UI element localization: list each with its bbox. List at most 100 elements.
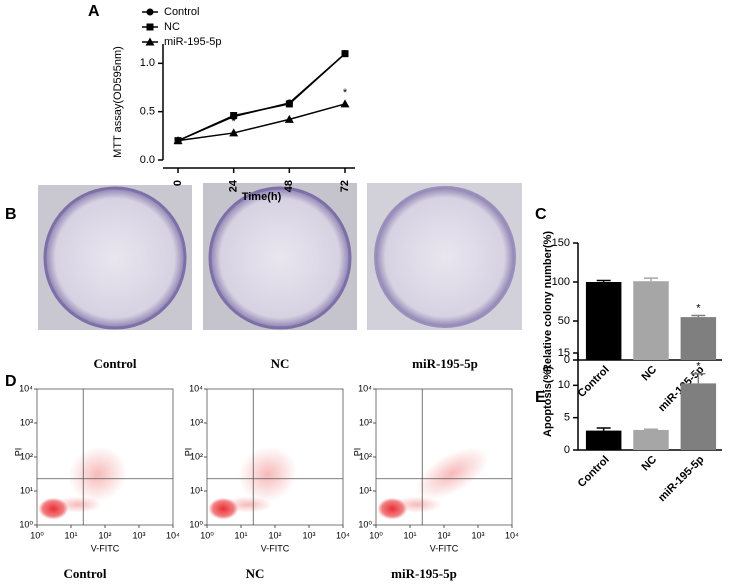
- x-tick-label: 10²: [437, 530, 450, 540]
- x-tick-label: 10⁰: [369, 530, 383, 540]
- x-tick-label: miR-195-5p: [656, 453, 707, 504]
- x-tick-label: 10³: [471, 530, 484, 540]
- panel-letter: A: [88, 3, 100, 20]
- legend-marker: [146, 23, 154, 31]
- legend-marker: [145, 37, 155, 46]
- photo: [203, 183, 357, 330]
- y-tick-label: 10¹: [359, 485, 372, 495]
- error-bar: [596, 279, 611, 282]
- y-tick-label: 10: [558, 379, 570, 391]
- photo-label: NC: [271, 356, 290, 371]
- y-tick-label: 1.0: [140, 57, 155, 69]
- x-axis-label: V-FITC: [261, 543, 290, 553]
- panel-letter: E: [535, 389, 546, 406]
- x-tick-label: 72: [339, 180, 351, 192]
- error-bar: [644, 277, 658, 282]
- legend-label: miR-195-5p: [164, 36, 221, 48]
- panel-letter: B: [5, 206, 17, 223]
- photo: [367, 183, 522, 330]
- x-tick-label: 10⁴: [505, 530, 519, 540]
- marker: [340, 99, 350, 108]
- y-tick-label: 0.0: [140, 154, 155, 166]
- error-bar: [691, 372, 706, 384]
- panel-letter: D: [5, 373, 17, 390]
- y-tick-label: 10¹: [20, 485, 33, 495]
- x-tick-label: 10¹: [403, 530, 416, 540]
- legend-label: NC: [164, 21, 180, 33]
- line: [177, 53, 346, 142]
- x-tick-label: 10⁰: [200, 530, 214, 540]
- x-tick-label: 10²: [98, 530, 111, 540]
- error-bar: [596, 427, 611, 431]
- y-tick-label: 10⁴: [19, 383, 33, 393]
- y-tick-label: 100: [552, 276, 570, 288]
- x-tick-label: 10²: [268, 530, 281, 540]
- y-tick-label: 10³: [20, 417, 33, 427]
- y-tick-label: 10⁴: [358, 383, 372, 393]
- x-tick-label: NC: [639, 454, 659, 474]
- bar: [680, 383, 717, 450]
- y-tick-label: 10³: [190, 417, 203, 427]
- y-axis-label: Apoptosis(%): [542, 366, 554, 437]
- x-tick-label: Control: [576, 454, 612, 490]
- x-axis-label: V-FITC: [91, 543, 120, 553]
- marker: [285, 100, 293, 108]
- y-tick-label: 10⁰: [189, 519, 203, 529]
- x-tick-label: 10⁴: [336, 530, 350, 540]
- significance: *: [696, 361, 701, 373]
- y-axis-label: PI: [183, 448, 193, 457]
- marker: [341, 50, 349, 58]
- y-tick-label: 10⁴: [189, 383, 203, 393]
- bar: [585, 430, 622, 450]
- y-axis-label: PI: [352, 448, 362, 457]
- line: [177, 53, 346, 142]
- bar: [585, 282, 622, 360]
- x-tick-label: 10⁰: [30, 530, 44, 540]
- marker: [173, 136, 183, 145]
- x-tick-label: 48: [283, 180, 295, 192]
- error-bar: [644, 428, 658, 431]
- x-tick-label: 0: [172, 180, 184, 186]
- x-tick-label: 10³: [132, 530, 145, 540]
- y-tick-label: 0.5: [140, 106, 155, 118]
- panel-title: miR-195-5p: [391, 566, 457, 581]
- cell-density: [223, 496, 273, 513]
- y-tick-label: 50: [558, 315, 570, 327]
- legend-label: Control: [164, 6, 199, 18]
- panel-letter: C: [535, 206, 547, 223]
- line: [177, 103, 346, 142]
- panel-title: NC: [246, 566, 265, 581]
- x-tick-label: 10⁴: [166, 530, 180, 540]
- cell-density: [392, 496, 442, 513]
- y-tick-label: 150: [552, 237, 570, 249]
- legend-marker: [146, 8, 154, 16]
- y-tick-label: 10⁰: [19, 519, 33, 529]
- marker: [284, 114, 294, 123]
- marker: [229, 128, 239, 137]
- significance: *: [696, 302, 701, 314]
- x-axis-label: V-FITC: [430, 543, 459, 553]
- significance: *: [343, 87, 348, 99]
- y-tick-label: 10²: [20, 451, 33, 461]
- y-tick-label: 10²: [359, 451, 372, 461]
- error-bar: [691, 314, 706, 318]
- y-axis-label: Relative colony number(%): [542, 231, 554, 373]
- y-tick-label: 0: [564, 444, 570, 456]
- panel-title: Control: [63, 566, 106, 581]
- x-tick-label: 10¹: [234, 530, 247, 540]
- y-tick-label: 10²: [190, 451, 203, 461]
- y-tick-label: 15: [558, 347, 570, 359]
- bar: [633, 429, 669, 450]
- y-tick-label: 10¹: [190, 485, 203, 495]
- y-axis-label: MTT assay(OD595nm): [112, 46, 124, 158]
- photo-label: miR-195-5p: [412, 356, 478, 371]
- y-tick-label: 5: [564, 412, 570, 424]
- bar: [680, 317, 717, 360]
- y-tick-label: 10³: [359, 417, 372, 427]
- y-tick-label: 10⁰: [358, 519, 372, 529]
- x-tick-label: Control: [576, 364, 612, 400]
- photo: [38, 185, 192, 330]
- cell-density: [415, 447, 489, 500]
- y-tick-label: 0: [564, 354, 570, 366]
